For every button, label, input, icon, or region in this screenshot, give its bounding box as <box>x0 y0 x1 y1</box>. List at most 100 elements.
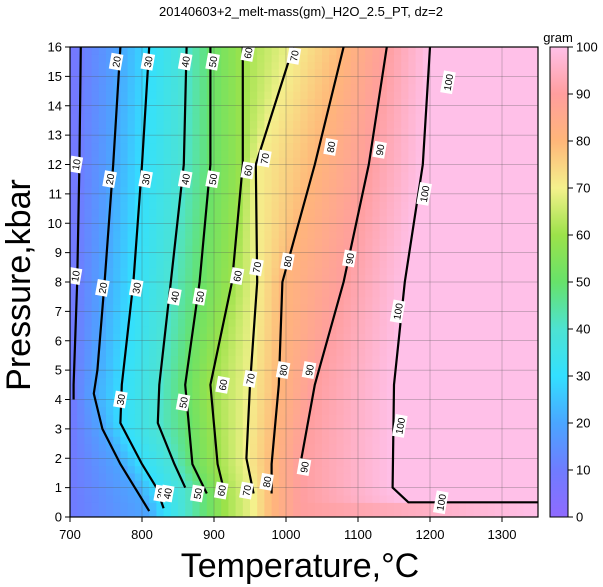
heatmap-cell <box>163 267 172 276</box>
heatmap-cell <box>314 76 323 85</box>
heatmap-cell <box>156 458 165 467</box>
heatmap-cell <box>228 318 237 327</box>
heatmap-cell <box>91 245 100 254</box>
heatmap-cell <box>185 370 193 379</box>
heatmap-cell <box>300 223 309 232</box>
heatmap-cell <box>329 443 337 452</box>
heatmap-cell <box>451 355 460 364</box>
heatmap-cell <box>502 443 510 452</box>
heatmap-cell <box>502 472 510 481</box>
heatmap-cell <box>84 149 93 158</box>
heatmap-cell <box>120 311 129 320</box>
heatmap-cell <box>379 436 388 445</box>
heatmap-cell <box>516 237 525 246</box>
heatmap-cell <box>199 105 208 114</box>
heatmap-cell <box>314 428 323 437</box>
heatmap-cell <box>408 480 417 489</box>
heatmap-cell <box>516 142 525 151</box>
heatmap-cell <box>307 355 316 364</box>
heatmap-cell <box>250 465 258 474</box>
heatmap-cell <box>379 230 388 239</box>
heatmap-cell <box>408 54 417 63</box>
heatmap-cell <box>444 340 453 349</box>
heatmap-cell <box>494 362 503 371</box>
heatmap-cell <box>502 230 510 239</box>
heatmap-cell <box>336 450 345 459</box>
heatmap-cell <box>206 370 215 379</box>
heatmap-cell <box>149 91 157 99</box>
heatmap-cell <box>494 54 503 63</box>
heatmap-cell <box>422 502 431 511</box>
heatmap-cell <box>286 282 294 290</box>
heatmap-cell <box>466 186 474 195</box>
heatmap-cell <box>408 494 417 503</box>
heatmap-cell <box>192 76 201 85</box>
heatmap-cell <box>430 326 438 334</box>
heatmap-cell <box>329 348 337 357</box>
heatmap-cell <box>365 135 373 144</box>
heatmap-cell <box>199 458 208 467</box>
heatmap-cell <box>113 487 121 496</box>
heatmap-cell <box>394 61 402 70</box>
heatmap-cell <box>444 259 453 268</box>
heatmap-cell <box>214 267 222 276</box>
heatmap-cell <box>134 186 143 195</box>
heatmap-cell <box>494 282 503 290</box>
heatmap-cell <box>415 259 424 268</box>
heatmap-cell <box>430 458 438 467</box>
heatmap-cell <box>322 487 330 496</box>
heatmap-cell <box>214 414 222 423</box>
heatmap-cell <box>113 362 121 371</box>
heatmap-cell <box>149 362 157 371</box>
contour-label-bg <box>190 484 205 503</box>
heatmap-cell <box>264 230 273 239</box>
heatmap-cell <box>509 149 517 158</box>
heatmap-cell <box>70 487 78 496</box>
heatmap-cell <box>192 377 201 386</box>
heatmap-cell <box>372 450 381 459</box>
heatmap-cell <box>192 259 201 268</box>
heatmap-cell <box>257 113 265 122</box>
heatmap-cell <box>473 480 481 489</box>
heatmap-cell <box>473 98 481 107</box>
heatmap-cell <box>142 348 150 357</box>
heatmap-cell <box>336 83 345 92</box>
heatmap-cell <box>530 282 538 290</box>
heatmap-cell <box>437 326 445 334</box>
heatmap-cell <box>199 157 208 166</box>
contour-label-bg <box>432 490 449 515</box>
y-tick-label: 3 <box>55 421 62 436</box>
heatmap-cell <box>372 480 381 489</box>
heatmap-cell <box>206 267 215 276</box>
heatmap-cell <box>250 113 258 122</box>
heatmap-cell <box>98 355 107 364</box>
heatmap-cell <box>199 428 208 437</box>
heatmap-cell <box>372 443 381 452</box>
heatmap-cell <box>408 245 417 254</box>
heatmap-cell <box>98 113 107 122</box>
heatmap-cell <box>408 296 417 305</box>
heatmap-cell <box>70 282 78 290</box>
heatmap-cell <box>523 149 532 158</box>
heatmap-cell <box>336 494 345 503</box>
heatmap-cell <box>70 406 78 415</box>
heatmap-cell <box>149 105 157 114</box>
heatmap-cell <box>401 127 409 136</box>
heatmap-cell <box>386 355 395 364</box>
heatmap-cell <box>408 465 417 474</box>
heatmap-cell <box>307 179 316 188</box>
heatmap-cell <box>293 377 301 386</box>
heatmap-cell <box>480 91 489 99</box>
heatmap-cell <box>502 120 510 129</box>
heatmap-cell <box>106 83 114 92</box>
heatmap-cell <box>286 105 294 114</box>
heatmap-cell <box>221 245 229 254</box>
heatmap-cell <box>422 406 431 415</box>
heatmap-cell <box>134 465 143 474</box>
heatmap-cell <box>242 201 251 210</box>
heatmap-cell <box>451 326 460 334</box>
heatmap-cell <box>350 259 359 268</box>
heatmap-cell <box>170 69 179 77</box>
heatmap-cell <box>502 428 510 437</box>
heatmap-cell <box>84 98 93 107</box>
